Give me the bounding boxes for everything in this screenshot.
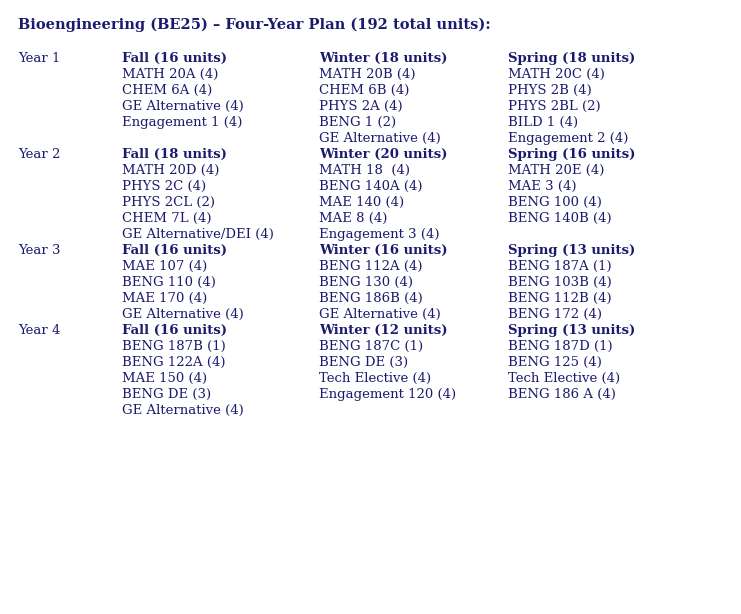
- Text: BENG 125 (4): BENG 125 (4): [508, 356, 602, 369]
- Text: PHYS 2CL (2): PHYS 2CL (2): [122, 196, 216, 209]
- Text: Spring (18 units): Spring (18 units): [508, 52, 635, 65]
- Text: Year 1: Year 1: [18, 52, 60, 65]
- Text: MATH 20E (4): MATH 20E (4): [508, 164, 604, 177]
- Text: BENG 172 (4): BENG 172 (4): [508, 308, 602, 321]
- Text: BENG 112B (4): BENG 112B (4): [508, 292, 611, 305]
- Text: MAE 140 (4): MAE 140 (4): [319, 196, 404, 209]
- Text: Year 4: Year 4: [18, 324, 60, 337]
- Text: Engagement 2 (4): Engagement 2 (4): [508, 132, 628, 145]
- Text: MAE 107 (4): MAE 107 (4): [122, 260, 207, 273]
- Text: BENG 130 (4): BENG 130 (4): [319, 276, 413, 289]
- Text: Tech Elective (4): Tech Elective (4): [319, 372, 431, 385]
- Text: GE Alternative (4): GE Alternative (4): [319, 132, 440, 145]
- Text: MATH 20D (4): MATH 20D (4): [122, 164, 219, 177]
- Text: GE Alternative (4): GE Alternative (4): [319, 308, 440, 321]
- Text: BENG DE (3): BENG DE (3): [122, 388, 211, 401]
- Text: Winter (20 units): Winter (20 units): [319, 148, 447, 161]
- Text: CHEM 7L (4): CHEM 7L (4): [122, 212, 212, 225]
- Text: Winter (12 units): Winter (12 units): [319, 324, 447, 337]
- Text: Fall (18 units): Fall (18 units): [122, 148, 227, 161]
- Text: Winter (18 units): Winter (18 units): [319, 52, 447, 65]
- Text: BENG 1 (2): BENG 1 (2): [319, 116, 396, 129]
- Text: Spring (13 units): Spring (13 units): [508, 324, 635, 337]
- Text: CHEM 6A (4): CHEM 6A (4): [122, 84, 213, 97]
- Text: Winter (16 units): Winter (16 units): [319, 244, 447, 257]
- Text: Year 3: Year 3: [18, 244, 61, 257]
- Text: BENG 100 (4): BENG 100 (4): [508, 196, 602, 209]
- Text: BENG 187B (1): BENG 187B (1): [122, 340, 226, 353]
- Text: CHEM 6B (4): CHEM 6B (4): [319, 84, 409, 97]
- Text: BENG 140B (4): BENG 140B (4): [508, 212, 611, 225]
- Text: Engagement 3 (4): Engagement 3 (4): [319, 228, 439, 241]
- Text: GE Alternative/DEI (4): GE Alternative/DEI (4): [122, 228, 274, 241]
- Text: Fall (16 units): Fall (16 units): [122, 324, 227, 337]
- Text: BENG 186 A (4): BENG 186 A (4): [508, 388, 616, 401]
- Text: Fall (16 units): Fall (16 units): [122, 52, 227, 65]
- Text: BENG 187A (1): BENG 187A (1): [508, 260, 611, 273]
- Text: BENG 122A (4): BENG 122A (4): [122, 356, 226, 369]
- Text: PHYS 2C (4): PHYS 2C (4): [122, 180, 207, 193]
- Text: MATH 20B (4): MATH 20B (4): [319, 68, 415, 81]
- Text: GE Alternative (4): GE Alternative (4): [122, 100, 244, 113]
- Text: MATH 20A (4): MATH 20A (4): [122, 68, 219, 81]
- Text: MAE 150 (4): MAE 150 (4): [122, 372, 207, 385]
- Text: MAE 170 (4): MAE 170 (4): [122, 292, 207, 305]
- Text: MAE 8 (4): MAE 8 (4): [319, 212, 387, 225]
- Text: Spring (16 units): Spring (16 units): [508, 148, 635, 161]
- Text: Engagement 120 (4): Engagement 120 (4): [319, 388, 456, 401]
- Text: PHYS 2B (4): PHYS 2B (4): [508, 84, 591, 97]
- Text: BENG 112A (4): BENG 112A (4): [319, 260, 422, 273]
- Text: BENG 187C (1): BENG 187C (1): [319, 340, 423, 353]
- Text: Year 2: Year 2: [18, 148, 60, 161]
- Text: BENG 103B (4): BENG 103B (4): [508, 276, 611, 289]
- Text: GE Alternative (4): GE Alternative (4): [122, 308, 244, 321]
- Text: Fall (16 units): Fall (16 units): [122, 244, 227, 257]
- Text: Engagement 1 (4): Engagement 1 (4): [122, 116, 242, 129]
- Text: BENG DE (3): BENG DE (3): [319, 356, 408, 369]
- Text: Tech Elective (4): Tech Elective (4): [508, 372, 619, 385]
- Text: BENG 110 (4): BENG 110 (4): [122, 276, 216, 289]
- Text: MAE 3 (4): MAE 3 (4): [508, 180, 576, 193]
- Text: PHYS 2A (4): PHYS 2A (4): [319, 100, 402, 113]
- Text: GE Alternative (4): GE Alternative (4): [122, 404, 244, 417]
- Text: BENG 187D (1): BENG 187D (1): [508, 340, 612, 353]
- Text: MATH 18  (4): MATH 18 (4): [319, 164, 410, 177]
- Text: Bioengineering (BE25) – Four-Year Plan (192 total units):: Bioengineering (BE25) – Four-Year Plan (…: [18, 18, 491, 33]
- Text: PHYS 2BL (2): PHYS 2BL (2): [508, 100, 600, 113]
- Text: BENG 186B (4): BENG 186B (4): [319, 292, 422, 305]
- Text: MATH 20C (4): MATH 20C (4): [508, 68, 605, 81]
- Text: BILD 1 (4): BILD 1 (4): [508, 116, 578, 129]
- Text: Spring (13 units): Spring (13 units): [508, 244, 635, 257]
- Text: BENG 140A (4): BENG 140A (4): [319, 180, 422, 193]
